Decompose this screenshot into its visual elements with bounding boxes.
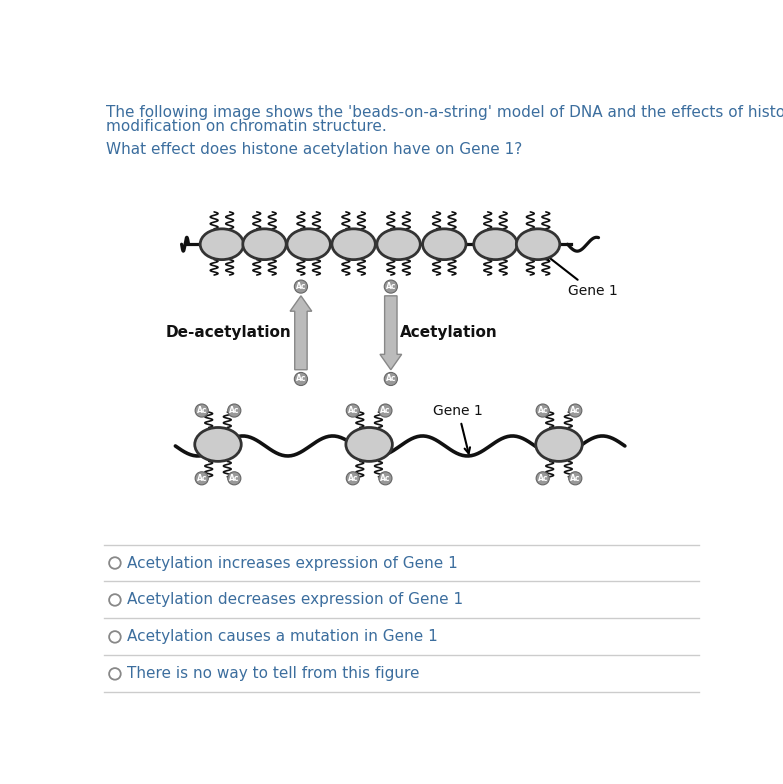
Text: Ac: Ac — [570, 474, 580, 483]
Text: Ac: Ac — [197, 474, 207, 483]
Text: Acetylation: Acetylation — [400, 325, 498, 340]
Circle shape — [109, 668, 121, 680]
Text: Gene 1: Gene 1 — [546, 255, 617, 298]
Circle shape — [109, 631, 121, 643]
Ellipse shape — [200, 229, 244, 260]
Ellipse shape — [287, 229, 330, 260]
Ellipse shape — [377, 229, 420, 260]
Circle shape — [109, 594, 121, 606]
Circle shape — [294, 280, 308, 293]
Text: Ac: Ac — [348, 474, 358, 483]
Text: modification on chromatin structure.: modification on chromatin structure. — [106, 119, 386, 135]
Text: Ac: Ac — [197, 406, 207, 415]
Circle shape — [568, 404, 582, 417]
Circle shape — [346, 404, 359, 417]
Text: What effect does histone acetylation have on Gene 1?: What effect does histone acetylation hav… — [106, 142, 522, 157]
Circle shape — [384, 280, 398, 293]
Text: Ac: Ac — [296, 282, 306, 291]
Text: Acetylation decreases expression of Gene 1: Acetylation decreases expression of Gene… — [128, 593, 464, 608]
Text: The following image shows the 'beads-on-a-string' model of DNA and the effects o: The following image shows the 'beads-on-… — [106, 105, 783, 120]
Text: Ac: Ac — [381, 474, 391, 483]
Circle shape — [379, 404, 392, 417]
Text: Ac: Ac — [537, 406, 548, 415]
Circle shape — [109, 557, 121, 568]
Circle shape — [384, 372, 398, 386]
Text: Ac: Ac — [385, 375, 396, 383]
FancyArrow shape — [290, 296, 312, 370]
Circle shape — [536, 404, 550, 417]
Circle shape — [228, 404, 241, 417]
Ellipse shape — [423, 229, 466, 260]
Text: Ac: Ac — [229, 474, 240, 483]
Text: There is no way to tell from this figure: There is no way to tell from this figure — [128, 666, 420, 681]
Circle shape — [195, 404, 208, 417]
Text: De-acetylation: De-acetylation — [166, 325, 291, 340]
Text: Ac: Ac — [570, 406, 580, 415]
Text: Ac: Ac — [381, 406, 391, 415]
FancyArrow shape — [380, 296, 402, 370]
Text: Ac: Ac — [385, 282, 396, 291]
Circle shape — [536, 472, 550, 485]
Text: Ac: Ac — [348, 406, 358, 415]
Text: Acetylation increases expression of Gene 1: Acetylation increases expression of Gene… — [128, 556, 458, 571]
Circle shape — [195, 472, 208, 485]
Ellipse shape — [346, 427, 392, 461]
Circle shape — [228, 472, 241, 485]
Ellipse shape — [516, 229, 560, 260]
Ellipse shape — [243, 229, 287, 260]
Ellipse shape — [332, 229, 375, 260]
Circle shape — [294, 372, 308, 386]
Circle shape — [379, 472, 392, 485]
Text: Ac: Ac — [229, 406, 240, 415]
Circle shape — [346, 472, 359, 485]
Text: Ac: Ac — [296, 375, 306, 383]
Text: Ac: Ac — [537, 474, 548, 483]
Circle shape — [568, 472, 582, 485]
Ellipse shape — [474, 229, 517, 260]
Text: Acetylation causes a mutation in Gene 1: Acetylation causes a mutation in Gene 1 — [128, 630, 438, 644]
Ellipse shape — [536, 427, 583, 461]
Ellipse shape — [195, 427, 241, 461]
Text: Gene 1: Gene 1 — [433, 405, 483, 453]
